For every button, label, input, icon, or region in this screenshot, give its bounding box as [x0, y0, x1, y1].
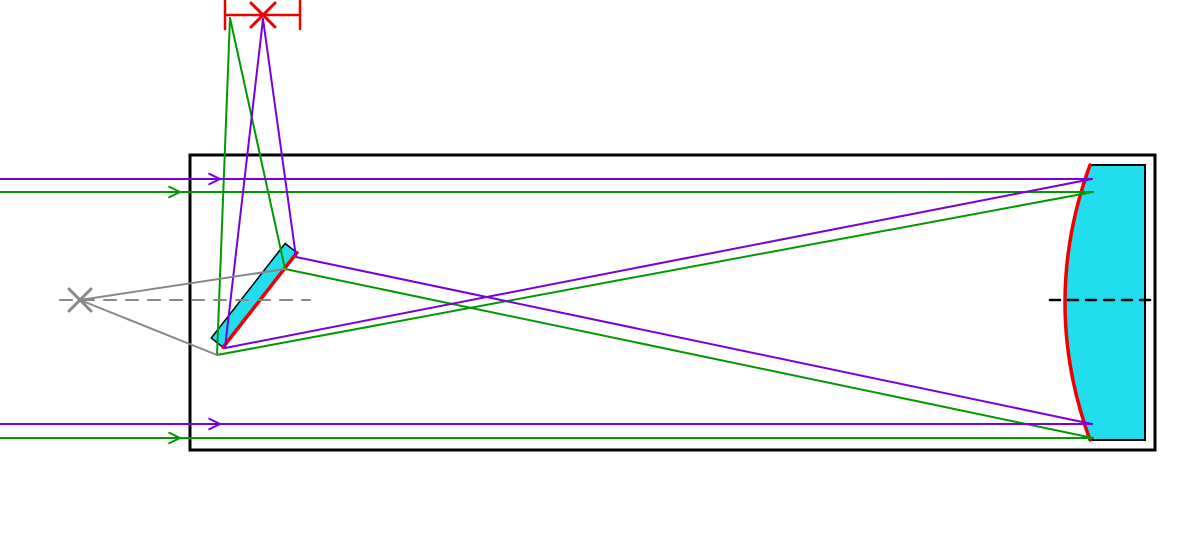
green-ray-top-final — [217, 18, 230, 355]
violet-ray-top-reflected — [225, 179, 1092, 348]
green-ray-top-reflected — [217, 192, 1093, 355]
green-ray-bot-reflected — [285, 269, 1093, 438]
telescope-tube-frame — [190, 155, 1155, 450]
virtual-ray-2 — [80, 300, 217, 355]
violet-ray-bot-final — [263, 19, 296, 257]
violet-ray-bot-reflected — [296, 257, 1092, 424]
secondary-mirror-body — [211, 243, 297, 347]
